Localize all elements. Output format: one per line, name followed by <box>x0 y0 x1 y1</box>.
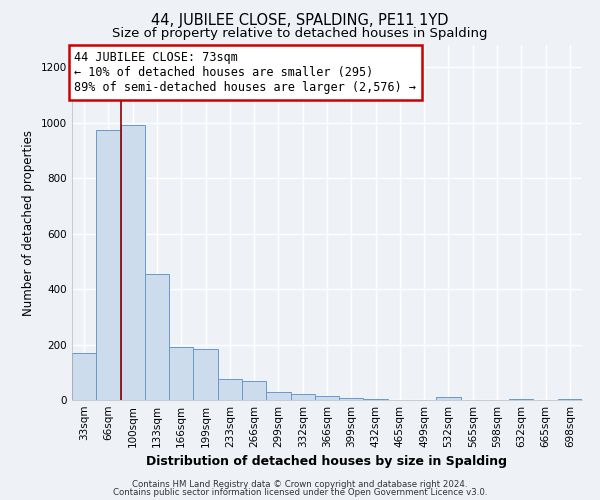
Bar <box>121 126 145 400</box>
Bar <box>339 398 364 400</box>
Text: 44, JUBILEE CLOSE, SPALDING, PE11 1YD: 44, JUBILEE CLOSE, SPALDING, PE11 1YD <box>151 12 449 28</box>
Y-axis label: Number of detached properties: Number of detached properties <box>22 130 35 316</box>
Bar <box>242 380 266 400</box>
Text: 44 JUBILEE CLOSE: 73sqm
← 10% of detached houses are smaller (295)
89% of semi-d: 44 JUBILEE CLOSE: 73sqm ← 10% of detache… <box>74 51 416 94</box>
Bar <box>169 348 193 400</box>
Bar <box>96 130 121 400</box>
Bar <box>436 396 461 400</box>
Bar <box>72 353 96 400</box>
Bar <box>193 348 218 400</box>
Bar <box>218 379 242 400</box>
Bar <box>290 394 315 400</box>
Bar <box>364 398 388 400</box>
Text: Contains HM Land Registry data © Crown copyright and database right 2024.: Contains HM Land Registry data © Crown c… <box>132 480 468 489</box>
Bar <box>266 392 290 400</box>
Bar <box>315 396 339 400</box>
Bar <box>509 398 533 400</box>
Text: Contains public sector information licensed under the Open Government Licence v3: Contains public sector information licen… <box>113 488 487 497</box>
X-axis label: Distribution of detached houses by size in Spalding: Distribution of detached houses by size … <box>146 456 508 468</box>
Bar <box>145 274 169 400</box>
Text: Size of property relative to detached houses in Spalding: Size of property relative to detached ho… <box>112 28 488 40</box>
Bar <box>558 398 582 400</box>
